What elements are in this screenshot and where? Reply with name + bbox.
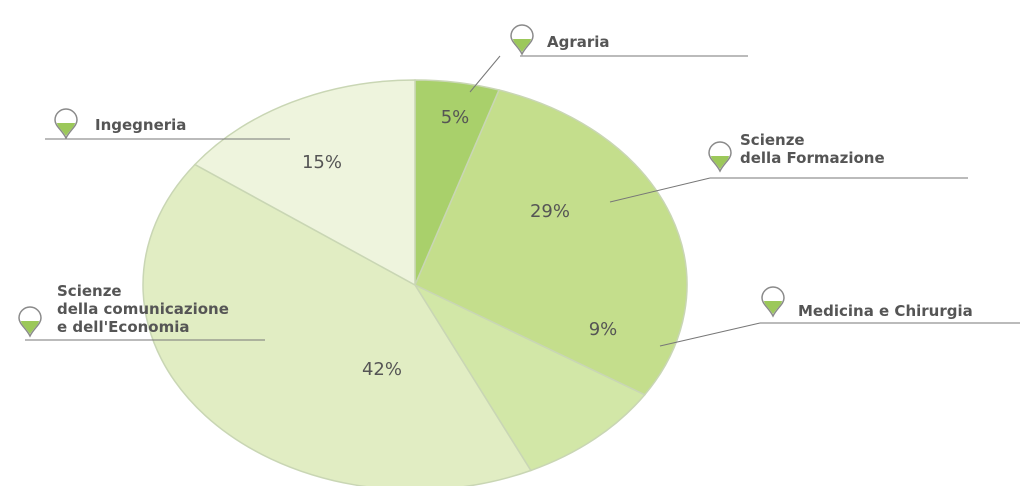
pin-fill <box>513 39 531 52</box>
label-line: Agraria <box>547 33 610 51</box>
leader-line <box>469 55 501 93</box>
pin-fill <box>21 321 39 334</box>
pie-slice <box>193 79 416 287</box>
pin-fill <box>57 123 75 136</box>
pin-fill <box>711 156 729 169</box>
label-line: e dell'Economia <box>57 318 190 336</box>
category-label: Ingegneria <box>95 116 186 134</box>
leader-line <box>609 177 711 203</box>
pie-slice <box>414 89 688 396</box>
label-line: Scienze <box>740 131 805 149</box>
pie-slice <box>412 283 646 472</box>
value-label: 29% <box>530 201 570 222</box>
value-label: 9% <box>589 319 618 340</box>
label-line: della Formazione <box>740 149 885 167</box>
label-line: Ingegneria <box>95 116 186 134</box>
label-line: Scienze <box>57 282 122 300</box>
label-line: della comunicazione <box>57 300 229 318</box>
value-label: 15% <box>302 152 342 173</box>
leader-line <box>659 322 761 347</box>
category-label: Scienze della Formazione <box>740 131 885 167</box>
category-label: Scienze della comunicazione e dell'Economi… <box>57 282 229 336</box>
pin-fill <box>764 301 782 314</box>
pie-slice <box>142 163 532 486</box>
category-label: Medicina e Chirurgia <box>798 302 973 320</box>
category-label: Agraria <box>547 33 610 51</box>
value-label: 42% <box>362 359 402 380</box>
label-line: Medicina e Chirurgia <box>798 302 973 320</box>
value-label: 5% <box>441 107 470 128</box>
